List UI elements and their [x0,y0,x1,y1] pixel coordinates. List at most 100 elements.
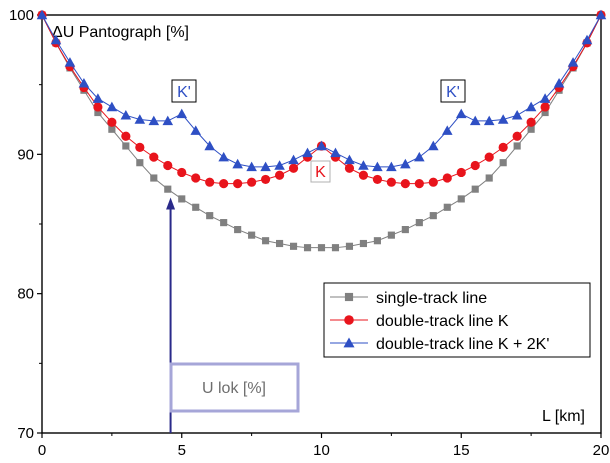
data-point [456,167,466,178]
data-point [442,173,452,183]
data-point [595,9,607,20]
data-point [330,147,341,158]
data-point [414,178,424,189]
data-point [219,178,229,189]
data-point [469,115,481,126]
data-point [511,110,523,120]
data-point [274,160,285,170]
data-point [136,159,144,167]
data-point [513,142,521,150]
data-point [176,108,188,119]
k-prime-left-box [171,79,197,103]
data-point [302,147,313,158]
legend-marker [343,337,355,348]
series-line [41,14,602,249]
legend-entry-3: double-track line K + 2K' [330,336,549,353]
data-point [106,101,118,112]
data-point [400,178,410,189]
data-point [120,110,132,120]
data-point [441,125,453,135]
data-point [470,160,480,171]
data-point [233,178,243,189]
data-point [220,219,228,227]
data-point [192,203,200,211]
plot-frame [41,14,602,434]
k-prime-right-label: K' [446,84,460,101]
data-point [539,93,551,103]
data-point [316,140,327,151]
series-1 [38,11,605,252]
y-tick-label: 90 [17,146,34,163]
y-axis-label: ΔU Pantograph [%] [52,24,189,41]
data-point [288,154,299,165]
legend-entry-1: single-track line [330,290,487,307]
legend-marker [344,292,354,302]
data-point [122,142,130,150]
data-point [276,239,284,248]
annotations-group: U lok [%] K' K' K [166,79,466,433]
data-point [512,131,522,141]
data-point [246,161,257,172]
k-label: K [315,164,326,181]
axes-group: 0 5 10 15 20 70 80 90 100 ΔU Pantograph [%] L [km] [9,7,609,459]
data-point [541,108,549,117]
data-point [317,244,326,252]
data-point [150,174,158,182]
data-point [148,115,160,126]
data-point [484,152,494,162]
data-point [261,174,271,185]
data-point [248,231,256,239]
data-point [107,117,117,127]
data-point [358,160,369,170]
x-tick-label: 15 [453,442,470,459]
data-point [540,102,550,112]
x-tick-label: 10 [313,442,330,459]
data-point [262,237,270,245]
x-tick-label: 0 [38,442,46,459]
data-point [414,151,425,162]
k-prime-right-box [440,79,466,103]
data-point [428,140,439,151]
data-point [567,57,579,67]
k-box [310,160,331,183]
data-point [359,239,367,248]
data-point [247,177,257,187]
data-point [344,163,355,173]
data-point [149,152,159,162]
data-point [288,163,299,173]
x-axis-label: L [km] [542,408,585,425]
data-point [497,114,509,124]
data-point [581,34,593,45]
data-point [526,117,536,127]
k-prime-left-label: K' [177,84,191,101]
y-tick-label: 70 [17,425,34,442]
data-point [485,174,493,182]
data-point [499,159,507,167]
data-point [135,142,145,152]
x-tick-label: 5 [178,442,186,459]
data-point [483,115,495,126]
series-3 [36,9,607,172]
data-point [206,212,214,220]
legend: single-track line double-track line K doub… [323,282,591,358]
data-point [108,125,116,133]
data-point [358,170,369,180]
data-point [191,173,201,183]
data-point [64,57,76,67]
data-point [234,226,242,234]
data-point [162,115,174,126]
data-point [428,177,438,187]
data-point [457,195,465,203]
data-point [372,161,383,172]
u-lok-arrow-head [166,197,176,210]
legend-entry-2: double-track line K [330,313,509,330]
legend-label: double-track line K + 2K' [376,336,549,353]
data-point [373,237,381,245]
u-lok-label: U lok [%] [202,380,266,397]
data-point [205,177,215,187]
data-point [218,151,229,162]
data-point [331,244,340,252]
data-point [36,9,48,20]
y-tick-label: 100 [9,7,34,24]
